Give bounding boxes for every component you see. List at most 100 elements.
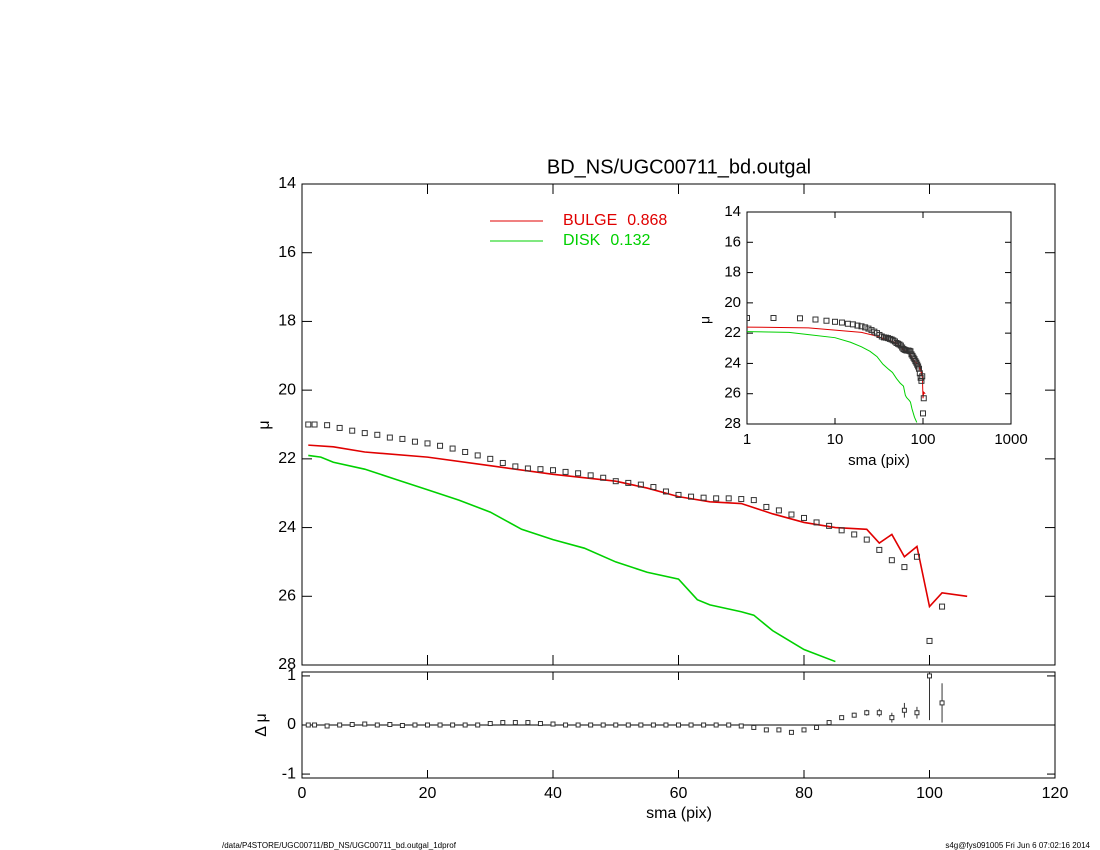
residual-point	[814, 724, 820, 730]
residual-point	[688, 722, 694, 728]
y-tick-label: -1	[282, 765, 296, 782]
data-point	[920, 395, 927, 402]
residual-point	[839, 715, 845, 721]
data-point	[625, 479, 632, 486]
residual-point	[738, 723, 744, 729]
legend-label: DISK 0.132	[563, 232, 650, 249]
y-tick-label: 26	[278, 588, 296, 605]
data-point	[770, 315, 777, 321]
data-point	[524, 465, 531, 472]
data-point	[862, 324, 869, 331]
data-point	[474, 452, 481, 459]
y-tick-label: 14	[724, 203, 741, 220]
x-tick-label: 20	[419, 785, 437, 802]
residual-point	[701, 722, 707, 728]
residual-point	[927, 673, 932, 679]
x-tick-label: 40	[544, 785, 562, 802]
data-point	[796, 315, 803, 322]
y-tick-label: 20	[278, 381, 296, 398]
data-point	[725, 495, 732, 502]
data-point	[411, 438, 418, 445]
data-point	[851, 531, 858, 538]
residual-point	[776, 727, 782, 733]
legend-fraction: 0.132	[610, 232, 650, 249]
model-line	[308, 454, 836, 663]
data-point	[838, 319, 845, 326]
data-point	[374, 431, 381, 438]
data-point	[361, 430, 368, 437]
data-point	[876, 546, 883, 553]
legend-label: BULGE 0.868	[563, 212, 667, 229]
y-tick-label: 28	[724, 415, 741, 432]
data-point	[462, 448, 469, 455]
chart-title: BD_NS/UGC00711_bd.outgal	[547, 156, 811, 178]
y-tick-label: 14	[278, 175, 296, 192]
data-point	[863, 536, 870, 543]
residual-point	[600, 722, 606, 728]
residual-point	[563, 722, 569, 728]
y-tick-label: 0	[287, 716, 296, 733]
data-point	[750, 497, 757, 504]
y-tick-label: 18	[724, 264, 741, 281]
data-point	[324, 422, 331, 429]
residual-point	[500, 720, 506, 726]
legend-fraction: 0.868	[627, 212, 667, 229]
data-point	[550, 467, 556, 474]
data-point	[788, 511, 795, 518]
residual-point	[939, 700, 945, 706]
residual-point	[625, 722, 631, 728]
y-tick-label: 24	[724, 354, 741, 371]
data-point	[449, 445, 456, 452]
data-point	[914, 361, 921, 368]
data-point	[562, 468, 569, 475]
legend-name: BULGE	[563, 212, 617, 229]
residual-point	[751, 724, 757, 730]
plot-area	[305, 421, 968, 663]
data-point	[512, 463, 519, 470]
residual-point	[450, 722, 456, 728]
data-point	[688, 493, 695, 500]
y-tick-label: 22	[278, 450, 296, 467]
residual-point	[349, 722, 355, 728]
x-tick-label: 100	[916, 785, 943, 802]
residual-point	[412, 722, 418, 728]
data-point	[939, 603, 946, 610]
x-tick-label: 1000	[994, 431, 1027, 448]
data-point	[838, 527, 845, 534]
footer-path: /data/P4STORE/UGC00711/BD_NS/UGC00711_bd…	[222, 841, 457, 850]
data-point	[487, 455, 494, 462]
data-point	[399, 435, 406, 442]
data-point	[913, 553, 920, 560]
residual-point	[399, 722, 405, 728]
y-axis-label: μ	[256, 420, 273, 429]
y-tick-label: 20	[724, 294, 741, 311]
residual-point	[676, 722, 681, 728]
data-point	[813, 519, 820, 526]
data-point	[637, 481, 644, 488]
x-tick-label: 100	[910, 431, 935, 448]
residual-point	[487, 721, 493, 727]
y-tick-label: 28	[278, 656, 296, 673]
data-point	[854, 322, 861, 329]
x-tick-label: 120	[1042, 785, 1069, 802]
residual-point	[462, 722, 468, 728]
residual-point	[324, 723, 330, 729]
residual-point	[713, 722, 719, 728]
data-point	[662, 488, 669, 495]
data-point	[919, 373, 926, 380]
data-point	[920, 410, 926, 417]
plot-frame	[746, 211, 1012, 425]
data-point	[612, 478, 619, 485]
residual-point	[663, 722, 669, 728]
data-point	[537, 466, 544, 473]
data-point	[336, 424, 343, 431]
data-point	[650, 484, 657, 491]
residual-point	[588, 722, 594, 728]
residual-point	[650, 722, 656, 728]
data-point	[700, 494, 707, 501]
data-point	[801, 514, 807, 521]
residual-point	[387, 722, 393, 728]
y-tick-label: 1	[287, 667, 296, 684]
x-axis-label: sma (pix)	[848, 452, 910, 469]
